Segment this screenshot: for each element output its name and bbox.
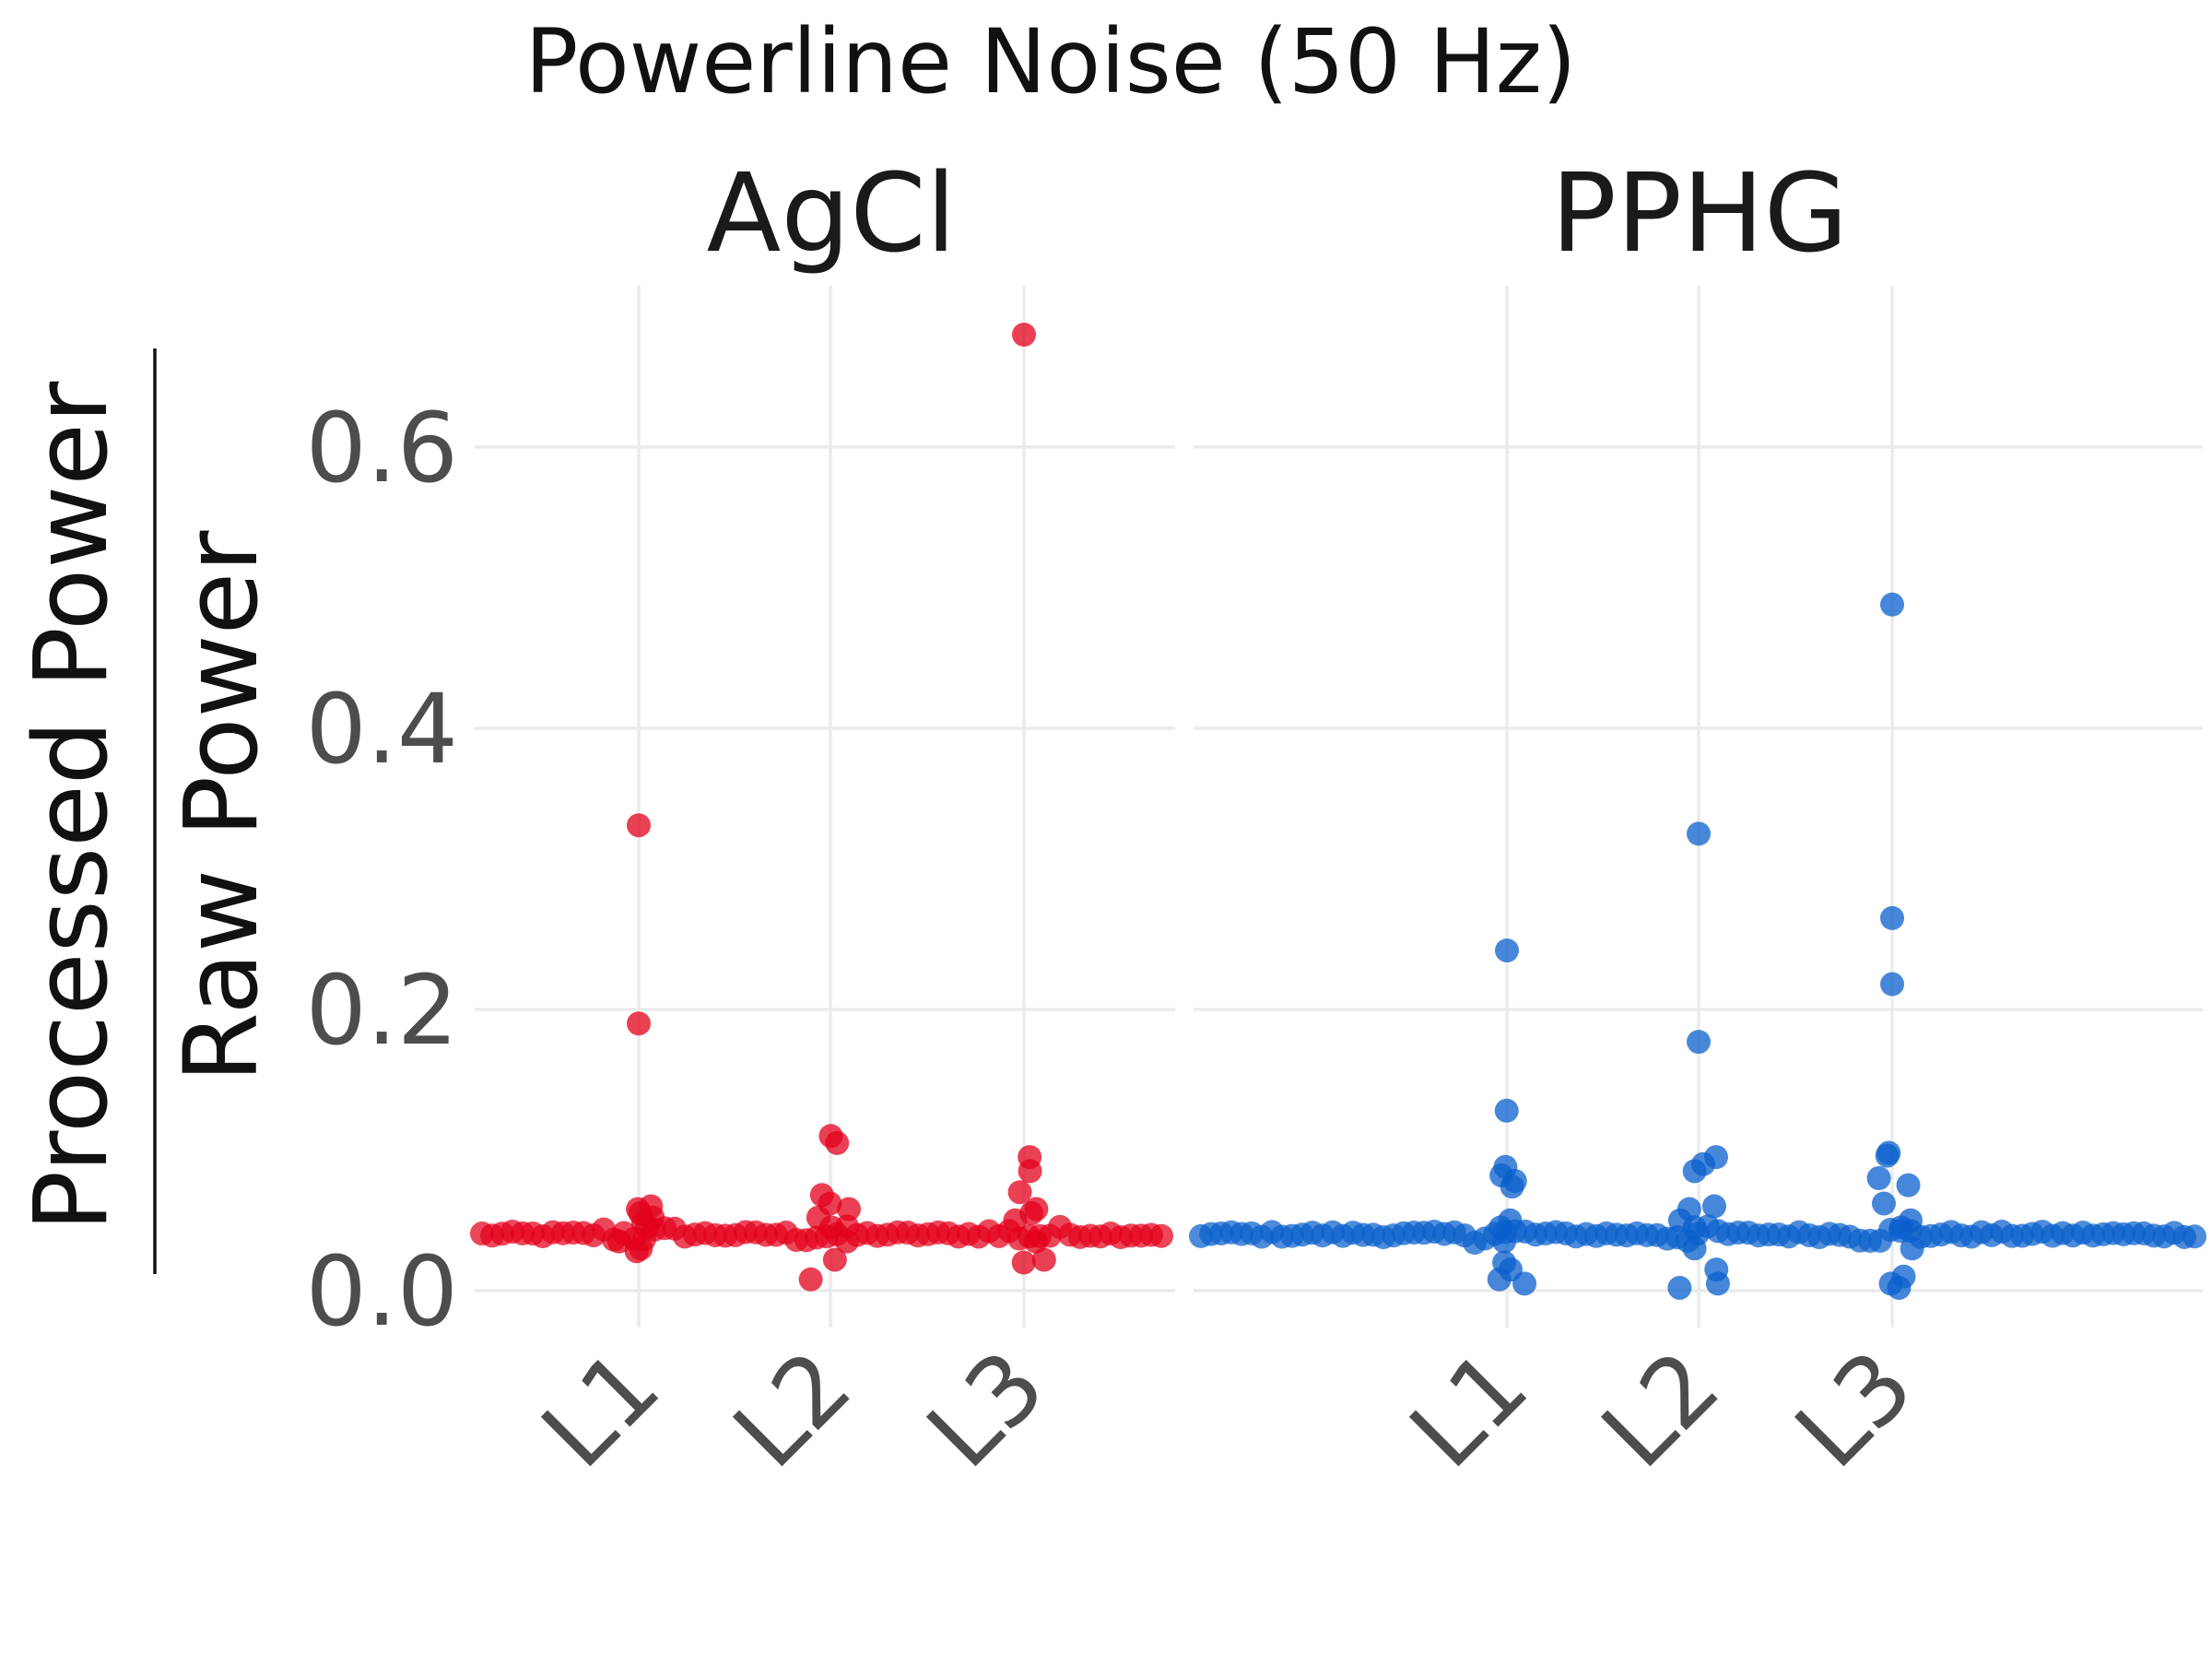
data-point [1487,1267,1512,1292]
y-axis-label-numerator: Processed Power [12,381,130,1232]
data-point [798,1267,823,1292]
x-tick-label: L3 [1774,1328,1935,1489]
data-point [822,1247,847,1272]
x-tick-label: L1 [1389,1328,1549,1489]
panel-agcl: AgCl L1 L2 L3 [470,149,1175,1489]
data-point [624,1239,649,1264]
data-point [1896,1173,1921,1198]
data-point [634,1215,659,1240]
gridlines [475,286,1175,1328]
data-point [825,1130,850,1155]
y-tick-label: 0.4 [306,673,458,785]
baseline-band [470,1214,1173,1253]
baseline-band [1189,1214,2206,1256]
y-tick-label: 0.2 [306,954,458,1067]
y-tick-label: 0.6 [306,392,458,504]
data-point [1682,1159,1707,1184]
series-l1 [606,813,665,1264]
data-point [1900,1236,1924,1261]
data-point [1682,1215,1707,1240]
x-tick-label: L2 [712,1328,873,1489]
data-point [1149,1223,1173,1248]
data-point [1871,1191,1896,1216]
data-point [1018,1159,1042,1184]
data-point [836,1197,861,1221]
series-l3 [1003,323,1056,1275]
series-l1 [1487,938,1537,1296]
data-point [1495,938,1519,962]
x-tick-label: L1 [521,1328,681,1489]
y-axis-label-denominator: Raw Power [162,530,280,1083]
data-point [818,1215,843,1240]
data-point [1888,1215,1913,1240]
data-point [1007,1180,1032,1205]
x-tick-label: L3 [906,1328,1066,1489]
data-point [1687,1030,1711,1055]
facet-strip-label: PPHG [1551,149,1848,277]
data-point [1011,1250,1036,1275]
series-l2 [798,1124,861,1292]
data-point [1887,1275,1912,1300]
data-point [606,1229,631,1254]
data-point [1880,592,1904,617]
series-l2 [1667,821,1730,1300]
data-point [627,1011,651,1036]
x-tick-label: L2 [1581,1328,1741,1489]
data-point [834,1229,859,1254]
data-point [1012,323,1036,347]
facet-strip-label: AgCl [707,149,957,277]
data-point [1003,1208,1028,1233]
chart-title: Powerline Noise (50 Hz) [525,10,1577,113]
data-point [1701,1194,1726,1219]
panel-pphg: PPHG L1 L2 L3 [1189,149,2206,1489]
data-point [627,813,651,838]
data-point [1880,905,1904,930]
data-point [1667,1275,1692,1300]
data-point [1682,1236,1707,1261]
y-axis-ticks: 0.0 0.2 0.4 0.6 [306,392,458,1348]
data-point [1866,1166,1891,1190]
data-point [2183,1224,2206,1249]
series-l3 [1866,592,1924,1300]
data-point [1880,972,1904,997]
y-axis-label: Processed Power Raw Power [12,348,280,1274]
data-point [1705,1271,1730,1296]
data-point [1023,1229,1048,1254]
data-point [1492,1229,1517,1254]
data-point [1875,1143,1900,1168]
data-point [1687,821,1711,846]
data-point [1512,1271,1537,1296]
y-tick-label: 0.0 [306,1235,458,1348]
data-point [1494,1098,1519,1123]
data-point [1031,1247,1056,1272]
data-point [1500,1174,1524,1199]
